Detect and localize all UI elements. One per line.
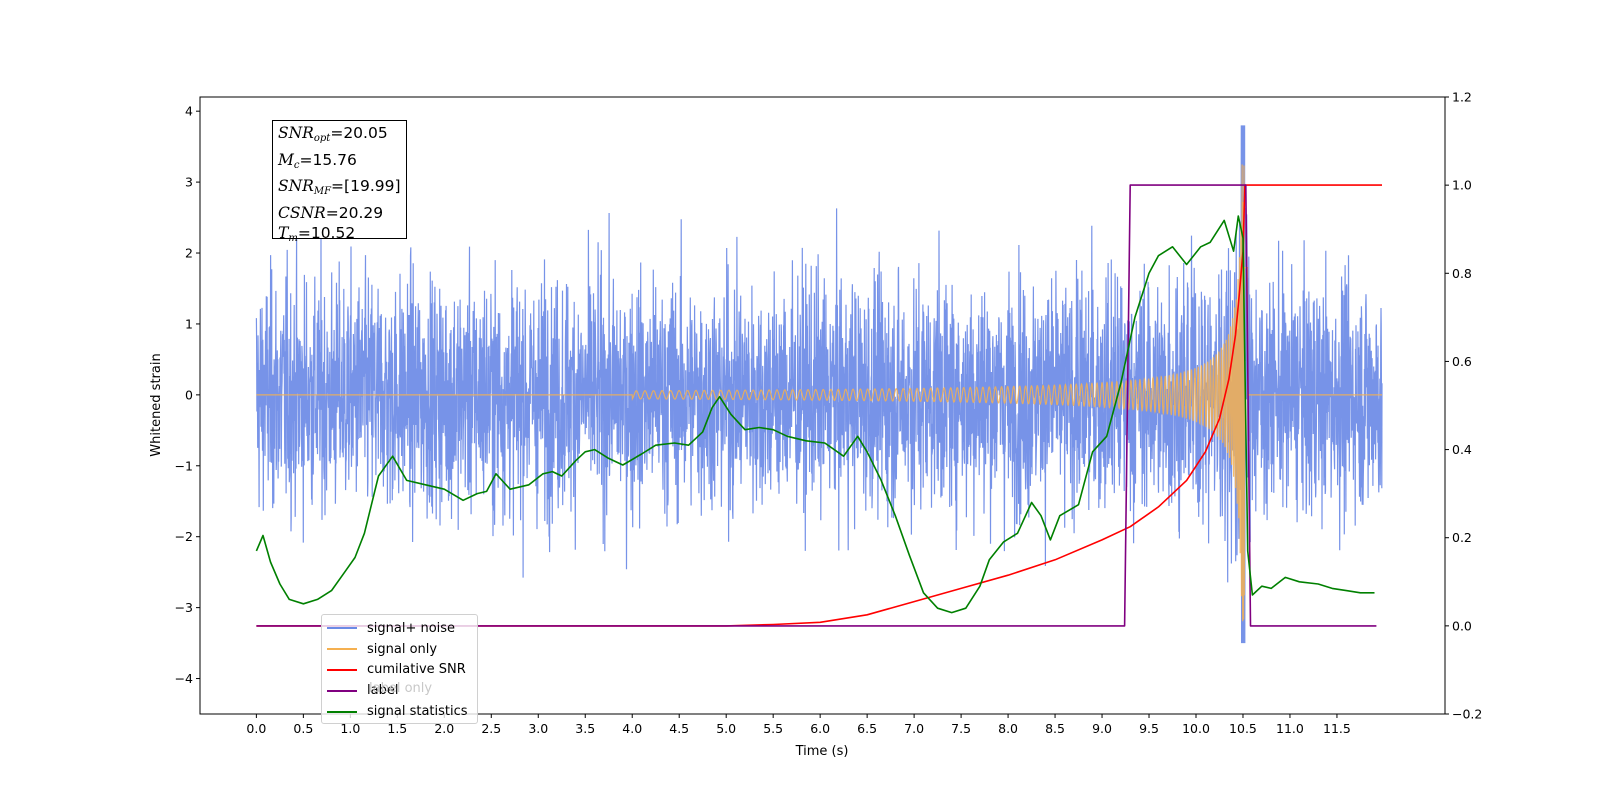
y-tick-label: 4 — [185, 104, 193, 119]
legend-swatch — [327, 668, 357, 671]
csnr-value: 20.29 — [338, 203, 384, 222]
x-tick-label: 3.5 — [575, 721, 595, 736]
x-tick-label: 2.5 — [481, 721, 501, 736]
y2-tick-label: −0.2 — [1452, 707, 1482, 722]
x-tick-label: 1.0 — [340, 721, 360, 736]
y-axis-label: Whitened strain — [149, 353, 164, 456]
legend-ghost-label: label only — [369, 681, 433, 696]
x-tick-label: 8.0 — [998, 721, 1018, 736]
series-signal-noise — [255, 125, 1383, 644]
x-tick-label: 10.5 — [1229, 721, 1257, 736]
y2-tick-label: 1.2 — [1452, 90, 1472, 105]
y-tick-label: −4 — [175, 671, 193, 686]
x-tick-label: 6.0 — [810, 721, 830, 736]
legend: signal+ noise signal only cumilative SNR… — [321, 614, 478, 724]
mc-value: 15.76 — [312, 150, 357, 169]
legend-label: cumilative SNR — [367, 662, 466, 678]
legend-item-signal-only: signal only — [327, 639, 477, 660]
mc-line: Mc=15.76 — [278, 150, 357, 171]
y-tick-label: 3 — [185, 175, 193, 190]
tm-value: 10.52 — [310, 224, 356, 242]
y-tick-label: −2 — [175, 529, 193, 544]
y-tick-label: −3 — [175, 600, 193, 615]
legend-label: signal only — [367, 641, 438, 657]
x-tick-label: 7.5 — [951, 721, 971, 736]
x-tick-label: 1.5 — [387, 721, 407, 736]
legend-item-signal-statistics: signal statistics — [327, 701, 477, 722]
x-tick-label: 9.5 — [1139, 721, 1159, 736]
axes: 0.0 0.5 1.0 1.5 2.0 2.5 3.0 3.5 4.0 4.5 5.0 5.5 6.0 6… — [175, 90, 1483, 737]
legend-swatch — [327, 689, 357, 692]
plot-area — [255, 125, 1383, 644]
x-tick-label: 10.0 — [1182, 721, 1210, 736]
y2-tick-label: 0.4 — [1452, 442, 1472, 457]
x-tick-label: 9.0 — [1092, 721, 1112, 736]
x-tick-label: 6.5 — [857, 721, 877, 736]
legend-swatch — [327, 648, 357, 651]
legend-swatch — [327, 710, 357, 713]
series-label — [256, 184, 1377, 627]
x-tick-label: 4.0 — [622, 721, 642, 736]
y-tick-label: 0 — [185, 387, 193, 402]
snr-opt-line: SNRopt=20.05 — [278, 124, 388, 144]
legend-label: label — [367, 683, 399, 699]
x-tick-label: 4.5 — [669, 721, 689, 736]
y2-tick-label: 0.2 — [1452, 530, 1472, 545]
legend-item-label: label — [327, 680, 477, 701]
snr-mf-line: SNRMF=[19.99] — [278, 177, 401, 197]
y2-tick-label: 1.0 — [1452, 178, 1472, 193]
legend-item-signal-noise: signal+ noise — [327, 618, 477, 639]
y2-tick-label: 0.0 — [1452, 618, 1472, 633]
tm-line: Tm=10.52 — [278, 224, 356, 244]
x-tick-label: 3.0 — [528, 721, 548, 736]
snr-opt-value: 20.05 — [343, 124, 388, 142]
snr-annotation-box: SNRopt=20.05 Mc=15.76 SNRMF=[19.99] CSNR… — [272, 120, 407, 244]
y2-tick-label: 0.6 — [1452, 354, 1472, 369]
x-tick-label: 5.5 — [763, 721, 783, 736]
x-tick-label: 8.5 — [1045, 721, 1065, 736]
series-cumulative-snr — [256, 184, 1382, 627]
legend-item-cumulative-snr: cumilative SNR — [327, 660, 477, 681]
series-signal-statistics — [255, 215, 1375, 614]
csnr-line: CSNR=20.29 — [278, 203, 384, 222]
series-signal-only — [256, 164, 1382, 622]
snr-mf-value: [19.99] — [344, 177, 401, 195]
x-tick-label: 2.0 — [434, 721, 454, 736]
y-tick-label: 2 — [185, 246, 193, 261]
x-tick-label: 5.0 — [716, 721, 736, 736]
legend-label: signal+ noise — [367, 620, 456, 636]
x-tick-label: 0.0 — [246, 721, 266, 736]
axes-frame — [199, 96, 1446, 715]
x-tick-label: 11.0 — [1276, 721, 1304, 736]
y-tick-label: −1 — [175, 458, 193, 473]
x-tick-label: 0.5 — [293, 721, 313, 736]
legend-swatch — [327, 627, 357, 630]
y-tick-label: 1 — [185, 316, 193, 331]
x-tick-label: 11.5 — [1323, 721, 1351, 736]
x-tick-label: 7.0 — [904, 721, 924, 736]
legend-label: signal statistics — [367, 704, 468, 720]
y2-tick-label: 0.8 — [1452, 266, 1472, 281]
x-axis-label: Time (s) — [795, 744, 849, 759]
